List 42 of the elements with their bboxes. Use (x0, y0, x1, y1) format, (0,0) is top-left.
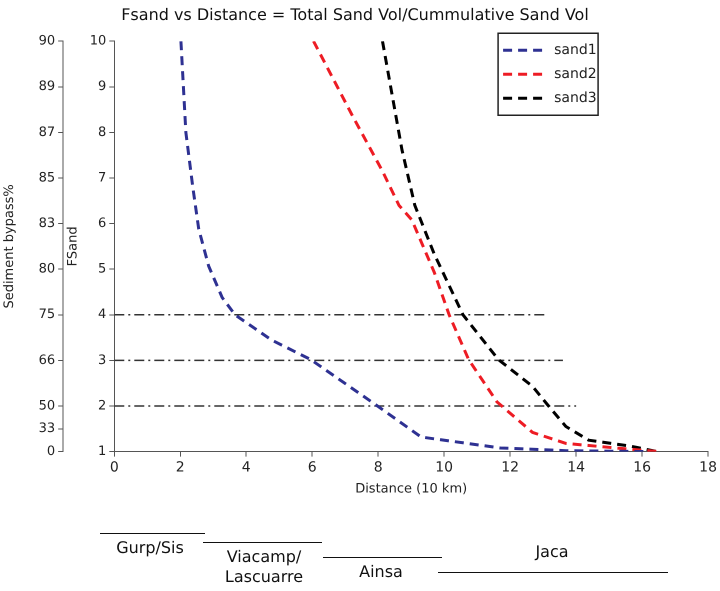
text: Viacamp/ Lascuarre (224, 547, 304, 587)
y-tick-label: 5 (98, 262, 106, 277)
text: 75 (38, 307, 56, 322)
x-tick-label: 4 (242, 460, 251, 476)
text: 80 (38, 262, 56, 277)
y-tick-label: 2 (98, 398, 106, 414)
x-tick-label: 12 (501, 460, 520, 476)
y-tick-label: 8 (98, 124, 106, 140)
y-tick-label: 10 (90, 34, 106, 49)
y-tick-label: 6 (98, 216, 106, 231)
x-tick-label: 18 (699, 460, 718, 476)
y-tick-label: 4 (98, 307, 106, 322)
y-axis-title: FSand (65, 226, 80, 266)
legend-label: sand1 (554, 42, 597, 58)
text: 50 (38, 398, 56, 414)
text: Ainsa (359, 562, 403, 582)
y-tick-label: 7 (98, 170, 106, 186)
y-tick-label: 3 (98, 352, 106, 368)
x-tick-label: 14 (567, 460, 586, 476)
text: Gurp/Sis (116, 538, 184, 558)
x-tick-label: 2 (176, 460, 185, 476)
text: Sediment bypass% (2, 184, 18, 309)
text: 89 (38, 79, 56, 94)
text: 85 (38, 170, 56, 186)
text: 87 (38, 124, 56, 140)
y-tick-label: 1 (98, 444, 106, 459)
x-tick-label: 6 (308, 460, 317, 476)
text: 90 (38, 34, 56, 49)
chart-title: Fsand vs Distance = Total Sand Vol/Cummulative Sand Vol (121, 4, 589, 24)
x-tick-label: 0 (110, 460, 119, 476)
x-tick-label: 16 (633, 460, 652, 476)
legend-label: sand2 (554, 66, 597, 82)
text: 33 (38, 421, 56, 436)
text: 0 (46, 444, 56, 459)
legend-label: sand3 (554, 90, 597, 106)
x-axis-title: Distance (10 km) (355, 482, 468, 497)
text: 83 (38, 216, 56, 231)
y-tick-label: 9 (98, 79, 106, 94)
x-tick-label: 8 (374, 460, 383, 476)
text: 66 (38, 352, 56, 368)
x-tick-label: 10 (435, 460, 454, 476)
text: Jaca (535, 542, 569, 562)
